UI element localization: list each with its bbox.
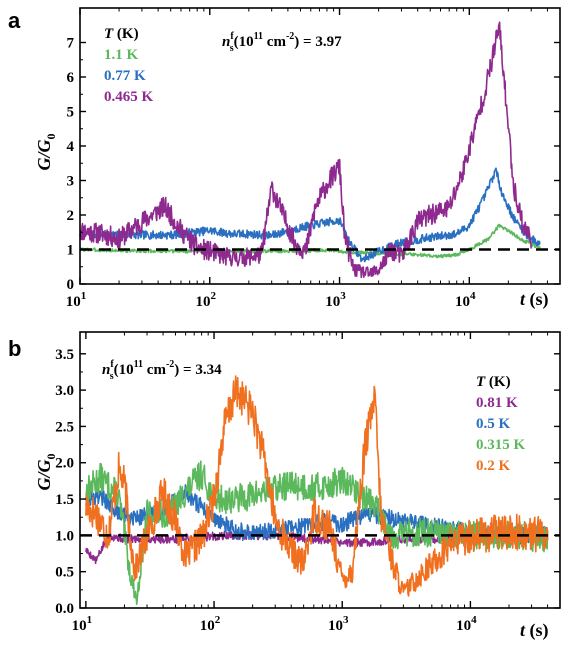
legend-entry: 0.465 K [104, 89, 154, 105]
x-tick-label: 104 [456, 614, 477, 634]
panel-letter: b [8, 336, 21, 361]
y-tick-label: 0 [67, 277, 75, 293]
y-tick-label: 0.0 [55, 601, 74, 617]
legend-entry: 1.1 K [104, 47, 139, 63]
legend-entry: 0.2 K [476, 458, 511, 474]
series-line-0-77-k [79, 167, 541, 263]
legend-title: T (K) [104, 26, 139, 42]
panel-b: 0.0 0.5 1.0 1.5 2.0 2.5 3.0 3.5 101 102 103 104 t (s… [8, 331, 561, 641]
y-tick-label: 1 [67, 243, 75, 259]
panel-letter: a [8, 8, 21, 33]
density-annotation: nf s(1011 cm-2) = 3.34 [102, 359, 222, 382]
x-tick-label: 103 [325, 290, 346, 310]
x-axis-label: t (s) [520, 289, 549, 310]
series-line-0-2-k [85, 375, 549, 597]
x-tick-label: 102 [196, 290, 217, 310]
y-tick-label: 1.0 [55, 528, 74, 544]
y-tick-label: 7 [67, 36, 75, 52]
y-tick-label: 0.5 [55, 565, 74, 581]
y-tick-label: 4 [67, 139, 75, 155]
y-tick-label: 2.5 [55, 419, 74, 435]
x-tick-label: 101 [66, 290, 87, 310]
x-tick-label: 101 [72, 614, 93, 634]
legend-entry: 0.315 K [476, 437, 526, 453]
legend-title: T (K) [476, 374, 511, 390]
legend-entry: 0.5 K [476, 416, 511, 432]
y-tick-label: 3 [67, 174, 75, 190]
y-tick-label: 3.0 [55, 383, 74, 399]
y-tick-label: 2.0 [55, 456, 74, 472]
legend-entry: 0.77 K [104, 68, 146, 84]
y-tick-label: 2 [67, 208, 75, 224]
plot-frame [79, 331, 561, 609]
x-tick-label: 102 [200, 614, 221, 634]
y-axis-label: G/G0 [34, 454, 58, 491]
x-tick-label: 103 [328, 614, 349, 634]
legend-entry: 0.81 K [476, 395, 518, 411]
x-axis-label: t (s) [520, 620, 549, 641]
y-tick-label: 5 [67, 105, 75, 121]
y-tick-label: 1.5 [55, 492, 74, 508]
y-axis-label: G/G0 [34, 134, 58, 171]
series-line-0-465-k [79, 21, 532, 279]
y-tick-label: 3.5 [55, 347, 74, 363]
panel-a: 0 1 2 3 4 5 6 7 101 102 103 104 t (s) G/G0 a nf s(1011 c… [8, 7, 561, 310]
density-annotation: nf s(1011 cm-2) = 3.97 [222, 31, 342, 54]
x-tick-label: 104 [455, 290, 476, 310]
y-tick-label: 6 [67, 70, 75, 86]
